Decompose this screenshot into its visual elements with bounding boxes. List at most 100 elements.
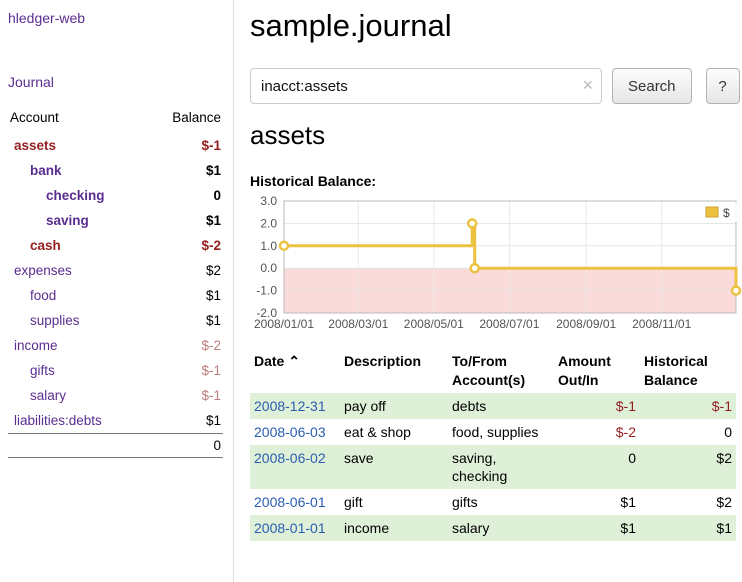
account-link[interactable]: cash (30, 238, 61, 253)
account-name-cell: food (8, 283, 148, 308)
account-balance: $1 (205, 288, 221, 303)
register-row: 2008-06-02 save saving, checking 0 $2 (250, 445, 736, 489)
app-title-link[interactable]: hledger-web (8, 10, 86, 26)
search-box: × (250, 68, 602, 104)
register-date-cell: 2008-06-02 (250, 445, 340, 489)
account-row: gifts $-1 (8, 358, 223, 383)
register-accounts-cell: food, supplies (452, 424, 539, 440)
account-balance: $1 (205, 213, 221, 228)
account-balance: $-2 (201, 338, 221, 353)
register-table: Date ⌃ Description To/From Account(s) Am… (250, 349, 736, 541)
account-link[interactable]: expenses (14, 263, 72, 278)
register-date-cell: 2008-06-01 (250, 489, 340, 515)
svg-text:1.0: 1.0 (260, 239, 277, 253)
help-button[interactable]: ? (705, 68, 740, 104)
account-link[interactable]: assets (14, 138, 57, 153)
register-balance-cell: $2 (716, 494, 732, 510)
account-balance: $-1 (201, 138, 221, 153)
account-link[interactable]: gifts (30, 363, 55, 378)
register-date-cell: 2008-12-31 (250, 393, 340, 419)
accounts-header-account: Account (10, 110, 59, 125)
register-date-cell: 2008-01-01 (250, 515, 340, 541)
accounts-header-row: Account Balance (8, 104, 223, 133)
register-amount-cell: $-1 (615, 398, 636, 414)
register-header-row: Date ⌃ Description To/From Account(s) Am… (250, 349, 736, 393)
search-bar: × Search ? (250, 68, 742, 104)
main-content: sample.journal × Search ? assets Histori… (234, 0, 742, 582)
account-link[interactable]: salary (30, 388, 67, 403)
account-balance: $1 (205, 413, 221, 428)
transaction-date-link[interactable]: 2008-01-01 (254, 520, 326, 536)
register-row: 2008-06-03 eat & shop food, supplies $-2 0 (250, 419, 736, 445)
transaction-date-link[interactable]: 2008-06-03 (254, 424, 326, 440)
account-name-cell: saving (8, 208, 148, 233)
svg-text:3.0: 3.0 (260, 194, 277, 208)
register-header-description: Description (344, 353, 422, 369)
register-date-cell: 2008-06-03 (250, 419, 340, 445)
register-balance-cell: 0 (724, 424, 732, 440)
account-row: assets $-1 (8, 133, 223, 158)
account-link[interactable]: liabilities:debts (14, 413, 102, 428)
transaction-date-link[interactable]: 2008-12-31 (254, 398, 326, 414)
register-amount-cell: $1 (620, 520, 636, 536)
transaction-date-link[interactable]: 2008-06-02 (254, 450, 326, 466)
svg-text:2.0: 2.0 (260, 216, 277, 230)
sidebar-item-journal[interactable]: Journal (8, 74, 54, 90)
transaction-date-link[interactable]: 2008-06-01 (254, 494, 326, 510)
svg-text:2008/05/01: 2008/05/01 (404, 317, 464, 331)
register-header-balance: Historical Balance (644, 353, 708, 388)
register-description-cell: save (344, 450, 374, 466)
search-input[interactable] (250, 68, 602, 104)
register-header-date[interactable]: Date ⌃ (250, 349, 340, 393)
svg-text:2008/11/01: 2008/11/01 (632, 317, 691, 331)
search-button[interactable]: Search (612, 68, 692, 104)
account-link[interactable]: bank (30, 163, 62, 178)
register-accounts-cell: salary (452, 520, 490, 536)
register-header-accounts: To/From Account(s) (452, 353, 526, 388)
date-header-label: Date (254, 353, 285, 369)
register-description-cell: income (344, 520, 390, 536)
account-name-cell: salary (8, 383, 148, 408)
register-description-cell: gift (344, 494, 363, 510)
register-balance-cell: $-1 (711, 398, 732, 414)
register-balance-cell: $1 (716, 520, 732, 536)
svg-text:0.0: 0.0 (260, 261, 277, 275)
account-row: salary $-1 (8, 383, 223, 408)
chart-title: Historical Balance: (250, 173, 377, 189)
svg-text:2008/07/01: 2008/07/01 (479, 317, 539, 331)
sort-ascending-icon[interactable]: ⌃ (288, 353, 300, 369)
account-row: saving $1 (8, 208, 223, 233)
accounts-total-row: 0 (8, 433, 223, 458)
register-amount-cell: $-2 (615, 424, 636, 440)
register-row: 2008-06-01 gift gifts $1 $2 (250, 489, 736, 515)
register-amount-cell: $1 (620, 494, 636, 510)
accounts-header-balance: Balance (172, 110, 221, 125)
svg-text:2008/01/01: 2008/01/01 (254, 317, 314, 331)
register-amount-cell: 0 (628, 450, 636, 466)
account-name-cell: income (8, 333, 148, 358)
chart-section: Historical Balance: 3.0 2.0 1.0 0.0 -1.0 -2.0… (250, 173, 742, 333)
register-header-amount: Amount Out/In (558, 353, 611, 388)
account-link[interactable]: saving (46, 213, 89, 228)
accounts-total-balance: 0 (147, 433, 223, 458)
account-link[interactable]: income (14, 338, 58, 353)
account-heading: assets (250, 120, 326, 150)
clear-search-icon[interactable]: × (582, 75, 593, 95)
account-row: supplies $1 (8, 308, 223, 333)
accounts-total-spacer (8, 433, 148, 458)
account-row: cash $-2 (8, 233, 223, 258)
accounts-table-body: assets $-1 bank $1 checking 0 saving $1 cash $-2 e… (8, 133, 223, 434)
account-balance: $2 (205, 263, 221, 278)
svg-text:2008/09/01: 2008/09/01 (556, 317, 616, 331)
account-name-cell: bank (8, 158, 148, 183)
account-link[interactable]: checking (46, 188, 105, 203)
svg-text:2008/03/01: 2008/03/01 (328, 317, 388, 331)
account-name-cell: checking (8, 183, 148, 208)
register-accounts-cell: saving, checking (452, 450, 508, 484)
account-link[interactable]: supplies (30, 313, 80, 328)
account-link[interactable]: food (30, 288, 57, 303)
account-row: checking 0 (8, 183, 223, 208)
account-row: expenses $2 (8, 258, 223, 283)
